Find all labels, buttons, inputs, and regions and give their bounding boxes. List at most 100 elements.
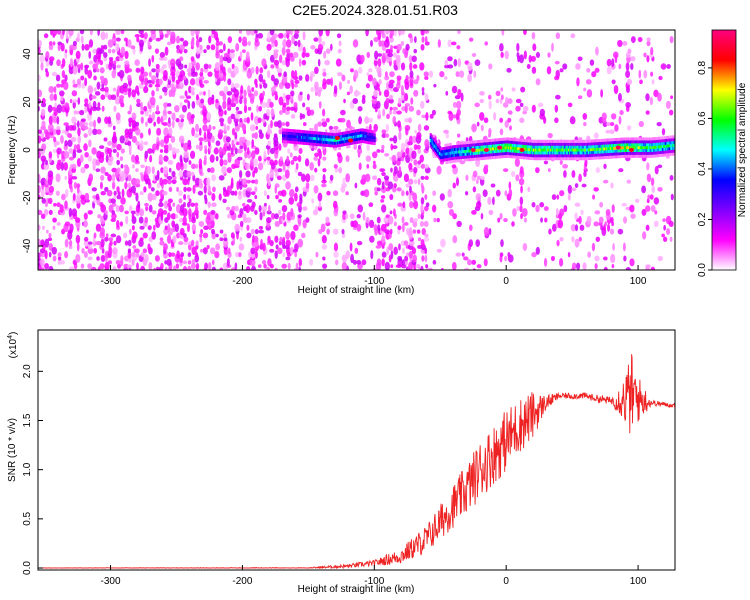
heatmap-cell <box>197 190 204 196</box>
ridge-cell <box>329 144 332 148</box>
heatmap-cell <box>246 85 251 95</box>
heatmap-cell <box>235 43 240 52</box>
ridge-cell <box>319 143 322 147</box>
ridge-cell <box>525 142 528 146</box>
heatmap-cell <box>411 150 417 160</box>
heatmap-cell <box>171 112 176 121</box>
ridge-cell <box>615 149 618 153</box>
ridge-cell <box>632 146 635 150</box>
heatmap-cell <box>275 194 279 200</box>
ridge-cell <box>300 130 303 134</box>
ridge-cell <box>498 138 501 142</box>
ridge-cell <box>599 153 602 157</box>
heatmap-cell <box>424 247 428 255</box>
ridge-cell <box>475 151 478 155</box>
ridge-cell <box>590 151 593 155</box>
ridge-cell <box>511 155 514 159</box>
heatmap-cell <box>647 194 651 200</box>
heatmap-cell <box>423 71 429 78</box>
heatmap-cell <box>304 158 310 167</box>
ridge-cell <box>567 154 570 158</box>
ridge-cell <box>357 128 360 132</box>
heatmap-cell <box>322 156 327 161</box>
heatmap-cell <box>59 259 66 265</box>
snr-multiplier: (x104) <box>7 332 19 359</box>
ridge-cell <box>482 148 485 152</box>
ridge-cell <box>547 154 550 158</box>
heatmap-cell <box>313 156 318 161</box>
ridge-cell <box>325 143 328 147</box>
heatmap-cell <box>388 215 394 225</box>
ridge-cell <box>370 141 373 145</box>
ridge-cell <box>451 151 454 155</box>
heatmap-cell <box>103 137 108 142</box>
heatmap-cell <box>87 241 93 245</box>
ridge-cell <box>633 146 636 150</box>
heatmap-cell <box>369 235 375 243</box>
ridge-cell <box>330 129 333 133</box>
heatmap-cell <box>321 41 326 46</box>
heatmap-cell <box>156 116 161 125</box>
heatmap-cell <box>84 163 90 169</box>
ridge-cell <box>616 137 619 141</box>
ridge-cell <box>455 153 458 157</box>
ridge-cell <box>325 138 328 142</box>
heatmap-cell <box>416 109 421 116</box>
heatmap-cell <box>226 90 233 96</box>
ridge-cell <box>537 154 540 158</box>
heatmap-cell <box>274 39 278 48</box>
heatmap-cell <box>488 209 494 216</box>
heatmap-cell <box>68 30 74 36</box>
ridge-cell <box>432 148 435 152</box>
heatmap-cell <box>95 193 100 201</box>
ridge-cell <box>461 150 464 154</box>
heatmap-cell <box>239 236 243 242</box>
ridge-cell <box>598 153 601 157</box>
heatmap-cell <box>100 45 105 50</box>
heatmap-cell <box>92 48 97 54</box>
ridge-cell <box>469 155 472 159</box>
ridge-cell <box>546 151 549 155</box>
ridge-cell <box>287 128 290 132</box>
heatmap-cell <box>122 82 128 89</box>
ridge-cell <box>465 146 468 150</box>
heatmap-cell <box>654 165 659 175</box>
heatmap-cell <box>194 202 199 207</box>
ridge-cell <box>331 132 334 136</box>
ridge-cell <box>599 156 602 160</box>
ridge-cell <box>332 141 335 145</box>
heatmap-cell <box>40 239 45 247</box>
ridge-cell <box>594 139 597 143</box>
heatmap-cell <box>601 112 607 121</box>
heatmap-cell <box>135 168 139 173</box>
ridge-cell <box>449 142 452 146</box>
heatmap-cell <box>278 143 282 151</box>
heatmap-cell <box>178 198 183 204</box>
ridge-cell <box>493 155 495 159</box>
heatmap-cell <box>282 162 286 171</box>
ridge-cell <box>341 137 344 141</box>
heatmap-cell <box>385 48 391 54</box>
hot-spot <box>497 145 503 150</box>
ridge-cell <box>368 135 371 139</box>
ridge-cell <box>317 131 320 135</box>
heatmap-cell <box>576 262 581 270</box>
heatmap-cell <box>124 240 129 246</box>
ridge-cell <box>429 136 432 140</box>
heatmap-cell <box>227 213 232 219</box>
ridge-cell <box>605 138 608 142</box>
heatmap-cell <box>51 246 58 255</box>
heatmap-cell <box>381 129 387 135</box>
heatmap-cell <box>122 232 128 239</box>
heatmap-cell <box>522 105 529 112</box>
ridge-cell <box>598 144 601 148</box>
heatmap-cell <box>72 83 79 88</box>
heatmap-cell <box>531 252 537 258</box>
heatmap-cell <box>487 196 492 205</box>
heatmap-cell <box>254 209 258 215</box>
ridge-cell <box>572 157 575 161</box>
heatmap-cell <box>159 95 163 100</box>
ridge-cell <box>630 151 633 155</box>
heatmap-cell <box>368 68 373 73</box>
heatmap-cell <box>144 202 149 207</box>
